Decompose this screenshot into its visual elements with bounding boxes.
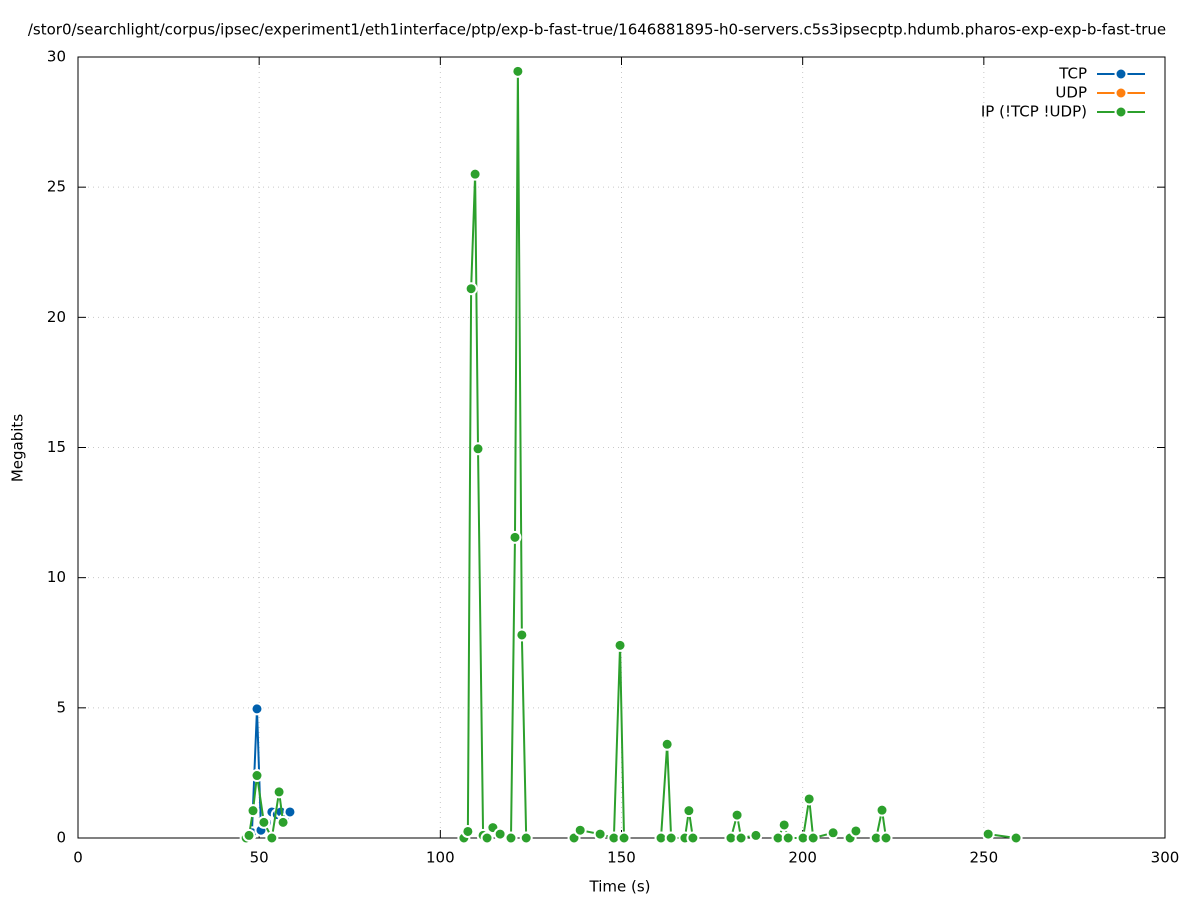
y-tick-label: 10 bbox=[47, 568, 66, 586]
data-point bbox=[508, 530, 522, 544]
data-point bbox=[493, 827, 507, 841]
data-point bbox=[875, 803, 889, 817]
data-point bbox=[276, 815, 290, 829]
legend-label: TCP bbox=[1058, 65, 1087, 83]
data-point bbox=[981, 827, 995, 841]
data-point bbox=[504, 831, 518, 845]
data-point bbox=[573, 823, 587, 837]
series-line bbox=[463, 70, 528, 839]
data-point bbox=[806, 831, 820, 845]
data-point bbox=[283, 805, 297, 819]
legend-label: UDP bbox=[1055, 84, 1087, 102]
series-line bbox=[573, 644, 626, 839]
data-point bbox=[686, 831, 700, 845]
data-point bbox=[826, 826, 840, 840]
data-point bbox=[250, 769, 264, 783]
data-point bbox=[682, 804, 696, 818]
y-tick-label: 25 bbox=[47, 178, 66, 196]
data-point bbox=[519, 831, 533, 845]
x-tick-label: 200 bbox=[788, 849, 817, 867]
x-tick-label: 250 bbox=[970, 849, 999, 867]
data-point bbox=[471, 442, 485, 456]
data-point bbox=[511, 64, 525, 78]
data-point bbox=[617, 831, 631, 845]
y-tick-label: 15 bbox=[47, 438, 66, 456]
data-point bbox=[781, 831, 795, 845]
data-point bbox=[480, 831, 494, 845]
data-point bbox=[849, 824, 863, 838]
data-point bbox=[664, 831, 678, 845]
y-tick-label: 20 bbox=[47, 308, 66, 326]
data-point bbox=[461, 824, 475, 838]
data-point bbox=[468, 167, 482, 181]
data-point bbox=[250, 702, 264, 716]
data-point bbox=[257, 815, 271, 829]
x-tick-label: 0 bbox=[73, 849, 83, 867]
x-tick-label: 100 bbox=[426, 849, 455, 867]
data-point bbox=[593, 827, 607, 841]
series-line bbox=[659, 743, 694, 839]
data-point bbox=[242, 828, 256, 842]
data-point bbox=[272, 785, 286, 799]
x-axis-label: Time (s) bbox=[589, 878, 651, 896]
legend-marker bbox=[1114, 67, 1128, 81]
data-point bbox=[613, 638, 627, 652]
data-point bbox=[749, 828, 763, 842]
x-tick-label: 150 bbox=[607, 849, 636, 867]
legend-label: IP (!TCP !UDP) bbox=[981, 103, 1087, 121]
y-tick-label: 0 bbox=[56, 829, 66, 847]
data-point bbox=[464, 282, 478, 296]
data-point bbox=[660, 737, 674, 751]
data-point bbox=[734, 831, 748, 845]
series-line bbox=[729, 814, 757, 839]
legend-marker bbox=[1114, 86, 1128, 100]
y-axis-label: Megabits bbox=[9, 414, 27, 482]
x-tick-label: 300 bbox=[1151, 849, 1180, 867]
legend-marker bbox=[1114, 105, 1128, 119]
data-point bbox=[1009, 831, 1023, 845]
chart-title: /stor0/searchlight/corpus/ipsec/experime… bbox=[28, 21, 1166, 39]
data-point bbox=[265, 831, 279, 845]
data-point bbox=[515, 628, 529, 642]
data-point bbox=[730, 808, 744, 822]
data-point bbox=[802, 792, 816, 806]
data-point bbox=[777, 818, 791, 832]
x-tick-label: 50 bbox=[250, 849, 269, 867]
data-point bbox=[879, 831, 893, 845]
y-tick-label: 30 bbox=[47, 48, 66, 66]
data-point bbox=[246, 804, 260, 818]
y-tick-label: 5 bbox=[56, 698, 66, 716]
